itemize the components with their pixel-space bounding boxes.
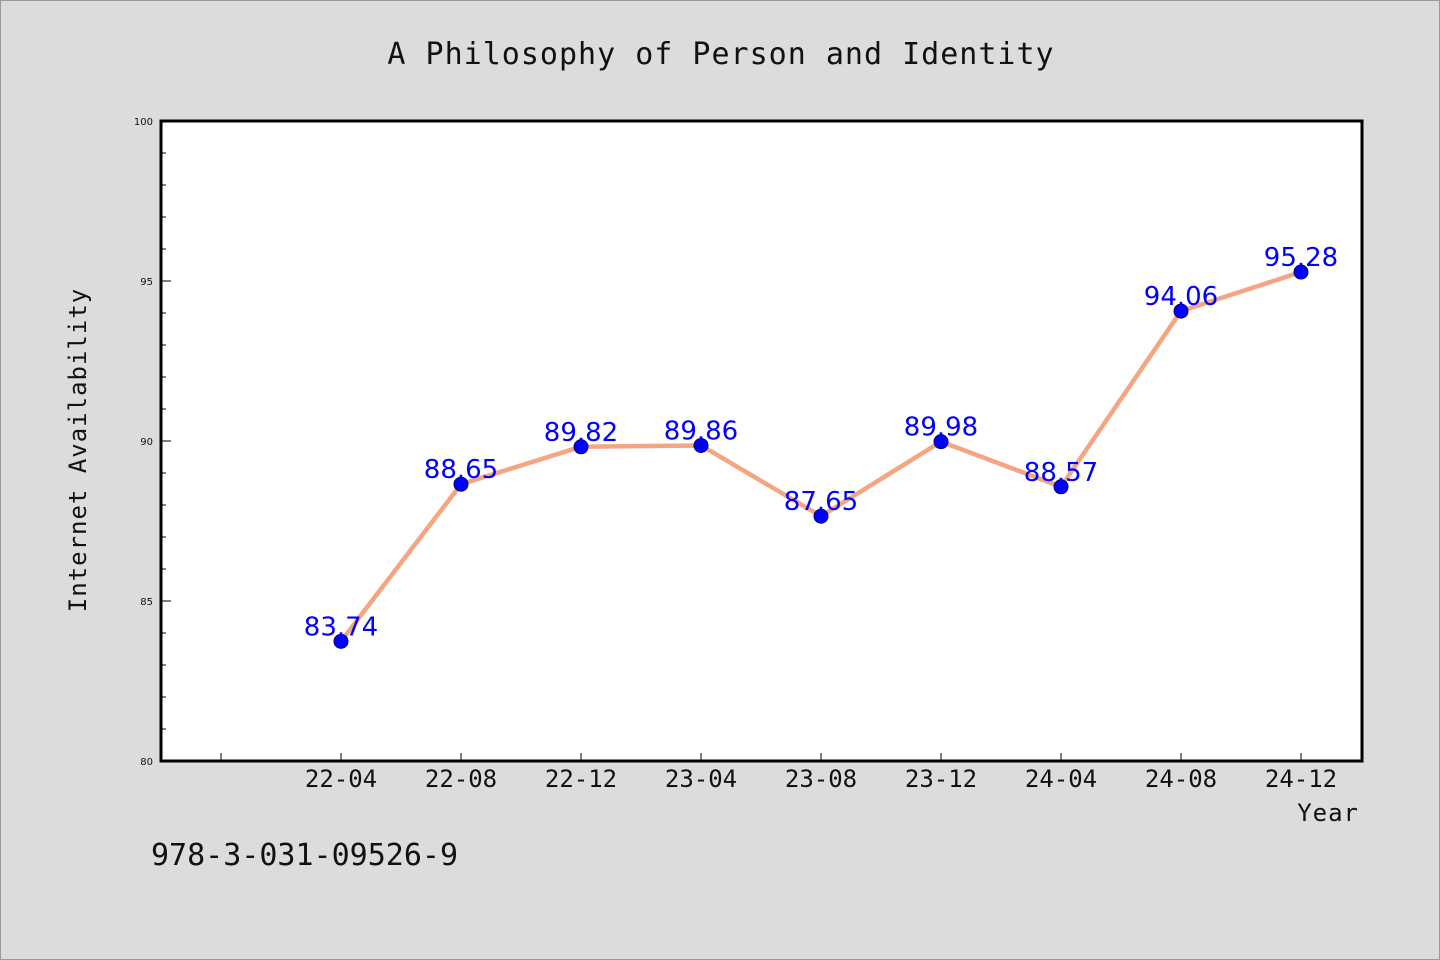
x-axis: 22-04 22-08 22-12 23-04 23-08 23-12 24-04 24-08…	[220, 753, 1337, 793]
data-labels: 83.74 88.65 89.82 89.86 87.65 89.98 88.57 94.06…	[304, 243, 1338, 642]
data-label: 89.98	[904, 413, 978, 443]
y-axis: 80 85 90 95 100	[134, 117, 171, 768]
data-point	[693, 437, 709, 453]
footer-code: 978-3-031-09526-9	[151, 838, 458, 873]
x-tick-label: 23-12	[905, 765, 977, 793]
data-label: 89.86	[664, 416, 738, 446]
x-tick-label: 24-08	[1145, 765, 1217, 793]
x-tick-label: 22-08	[425, 765, 497, 793]
x-axis-label: Year	[1297, 799, 1359, 827]
data-label: 88.65	[424, 455, 498, 485]
data-point	[333, 633, 349, 649]
data-label: 89.82	[544, 418, 618, 448]
data-point	[933, 434, 949, 450]
y-tick-label: 100	[134, 117, 153, 128]
y-tick-label: 85	[140, 597, 153, 608]
data-point	[813, 508, 829, 524]
data-point	[1053, 479, 1069, 495]
chart-title: A Philosophy of Person and Identity	[387, 37, 1054, 72]
y-tick-label: 95	[140, 277, 153, 288]
data-label: 83.74	[304, 612, 378, 642]
x-tick-label: 23-04	[665, 765, 737, 793]
data-point	[1293, 264, 1309, 280]
x-tick-label: 24-04	[1025, 765, 1097, 793]
x-tick-label: 22-12	[545, 765, 617, 793]
x-tick-label: 23-08	[785, 765, 857, 793]
data-point	[453, 476, 469, 492]
y-axis-label: Internet Availability	[64, 288, 92, 612]
y-tick-label: 90	[140, 437, 153, 448]
data-label: 88.57	[1024, 458, 1098, 488]
x-tick-label: 22-04	[305, 765, 377, 793]
x-tick-label: 24-12	[1265, 765, 1337, 793]
data-label: 95.28	[1264, 243, 1338, 273]
y-tick-label: 80	[140, 757, 153, 768]
series-markers	[333, 264, 1309, 649]
data-label: 87.65	[784, 487, 858, 517]
data-point	[573, 439, 589, 455]
data-point	[1173, 303, 1189, 319]
data-label: 94.06	[1144, 282, 1218, 312]
plot-area	[159, 119, 1364, 763]
